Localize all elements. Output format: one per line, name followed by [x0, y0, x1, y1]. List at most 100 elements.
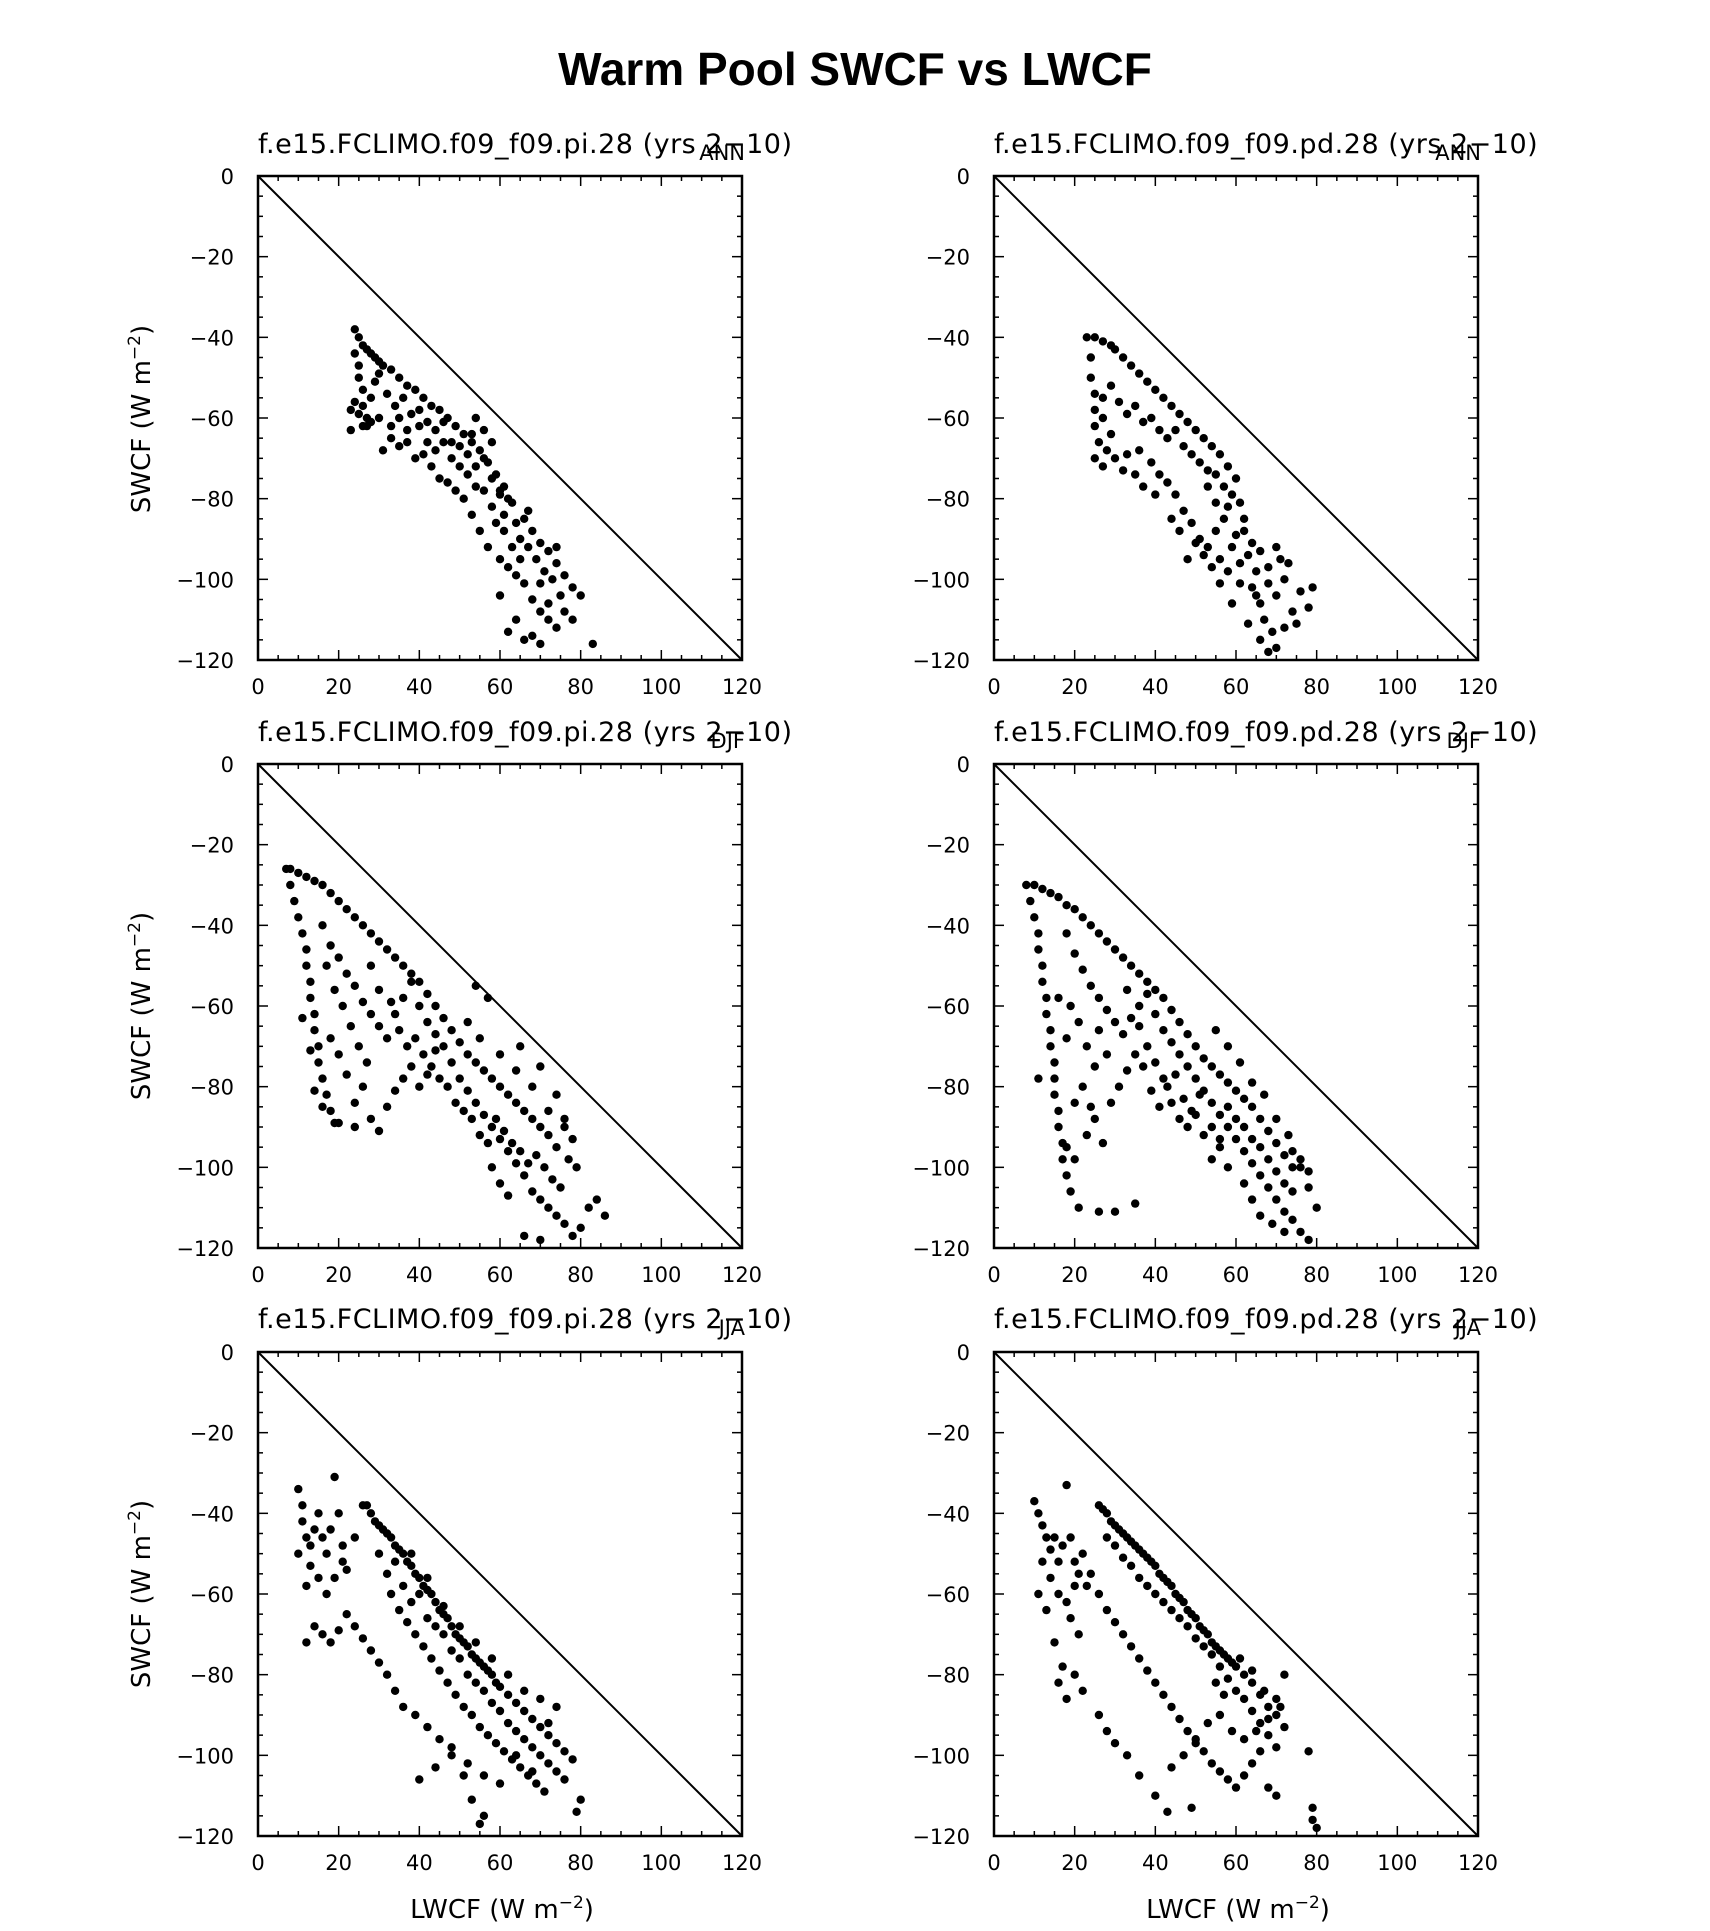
data-point: [435, 1666, 444, 1675]
data-point: [528, 631, 537, 640]
data-point: [407, 409, 416, 419]
data-point: [1252, 1726, 1261, 1736]
data-point: [427, 462, 436, 471]
data-point: [516, 1042, 525, 1051]
data-point: [516, 555, 525, 564]
data-point: [399, 961, 408, 970]
data-point: [1260, 1090, 1269, 1099]
data-point: [423, 438, 432, 447]
data-point: [1034, 929, 1043, 938]
data-point: [1191, 1735, 1200, 1744]
data-point: [1252, 591, 1261, 600]
data-point: [366, 393, 376, 402]
data-point: [447, 1751, 456, 1760]
data-point: [350, 1122, 359, 1132]
data-point: [382, 945, 392, 954]
data-point: [1139, 1062, 1148, 1071]
data-point: [455, 1038, 464, 1047]
x-tick-label: 80: [1303, 675, 1330, 699]
data-point: [1191, 1110, 1200, 1120]
data-point: [370, 377, 380, 386]
y-tick-label: 0: [221, 165, 234, 189]
data-point: [459, 1771, 468, 1780]
data-point: [459, 494, 468, 503]
data-point: [1102, 1050, 1112, 1059]
data-point: [1272, 591, 1281, 600]
data-point: [1030, 913, 1039, 922]
data-point: [1199, 1747, 1208, 1756]
data-point: [503, 563, 513, 572]
data-point: [1288, 1163, 1297, 1172]
data-point: [447, 1743, 456, 1752]
x-tick-label: 20: [325, 1851, 352, 1875]
data-point: [1159, 993, 1168, 1003]
data-point: [386, 1589, 396, 1599]
data-point: [1179, 506, 1188, 515]
data-point: [1151, 1589, 1160, 1599]
data-point: [560, 1747, 569, 1756]
data-point: [290, 896, 299, 906]
data-point: [1235, 498, 1245, 507]
y-tick-label: −100: [176, 1156, 234, 1180]
data-point: [503, 1147, 513, 1156]
data-point: [1094, 438, 1104, 447]
data-point: [390, 1686, 400, 1696]
data-point: [1219, 514, 1229, 523]
data-point: [1272, 1114, 1281, 1124]
x-tick-label: 80: [567, 675, 594, 699]
data-point: [536, 1694, 545, 1704]
data-point: [338, 1541, 347, 1550]
data-point: [1175, 1614, 1184, 1623]
data-point: [584, 1203, 593, 1212]
data-point: [443, 1678, 452, 1687]
data-point: [536, 1195, 545, 1204]
data-point: [1280, 1227, 1289, 1237]
data-point: [334, 1050, 343, 1059]
data-point: [342, 969, 351, 978]
data-point: [1264, 1126, 1273, 1136]
data-point: [1272, 1694, 1281, 1704]
data-point: [1296, 1227, 1305, 1237]
data-point: [556, 591, 565, 600]
data-point: [395, 373, 404, 382]
y-tick-label: −80: [190, 1664, 234, 1688]
data-point: [528, 526, 537, 536]
data-point: [463, 1086, 472, 1095]
data-point: [399, 1581, 408, 1591]
data-point: [1207, 1759, 1217, 1768]
data-point: [350, 1533, 359, 1542]
data-point: [536, 1235, 545, 1245]
data-point: [1312, 1823, 1321, 1833]
data-point: [471, 1058, 480, 1067]
data-point: [1191, 1042, 1200, 1051]
data-point: [1187, 518, 1196, 528]
data-point: [1050, 1090, 1059, 1099]
y-tick-label: −100: [912, 1744, 970, 1768]
data-point: [1207, 1122, 1217, 1132]
y-tick-label: −20: [926, 1422, 970, 1446]
data-point: [366, 1509, 376, 1518]
data-point: [451, 421, 460, 431]
data-point: [528, 1114, 537, 1124]
data-point: [1098, 413, 1108, 423]
data-point: [1235, 559, 1245, 568]
data-point: [1038, 1557, 1047, 1566]
data-point: [1143, 989, 1152, 999]
data-point: [471, 1638, 480, 1647]
data-point: [536, 607, 545, 616]
data-point: [1167, 1098, 1176, 1108]
data-point: [1038, 961, 1047, 970]
data-point: [1207, 1155, 1217, 1164]
data-point: [451, 1690, 460, 1700]
data-point: [1199, 1086, 1208, 1095]
data-point: [374, 1021, 384, 1031]
data-point: [403, 1618, 412, 1627]
data-point: [1231, 474, 1241, 483]
data-point: [1034, 1509, 1043, 1518]
data-point: [1268, 627, 1277, 636]
data-point: [544, 1130, 553, 1140]
data-point: [467, 1114, 476, 1124]
data-point: [544, 1203, 553, 1212]
data-point: [294, 1549, 303, 1558]
data-point: [479, 1110, 489, 1120]
